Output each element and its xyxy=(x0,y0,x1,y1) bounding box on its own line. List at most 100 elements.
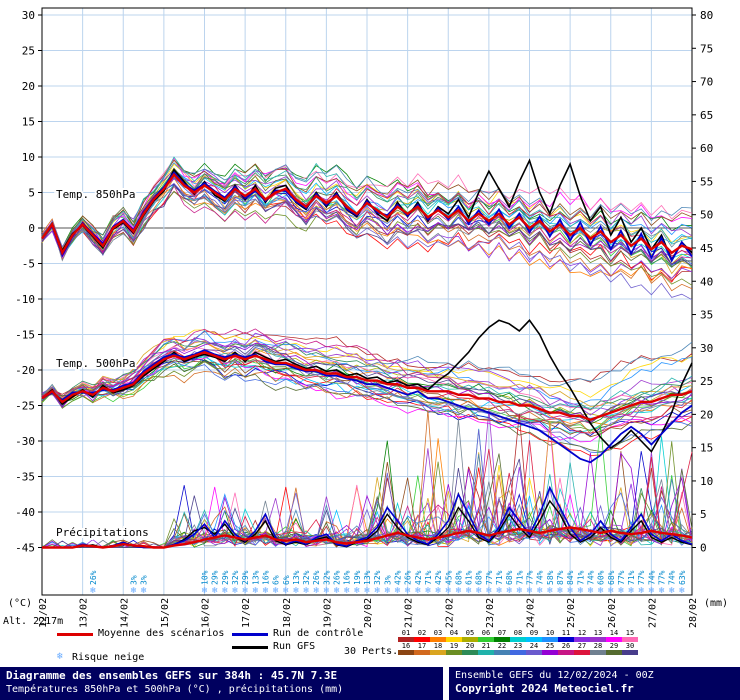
pert-color-swatch xyxy=(542,637,558,642)
pert-number: 09 xyxy=(529,629,539,637)
svg-text:13/02: 13/02 xyxy=(79,598,90,628)
copyright: Copyright 2024 Meteociel.fr xyxy=(455,682,634,695)
svg-text:❄: ❄ xyxy=(324,586,330,596)
svg-text:32%: 32% xyxy=(322,570,331,585)
pert-color-swatch xyxy=(446,637,462,642)
snow-risk-legend-label: Risque neige xyxy=(72,652,145,663)
pert-color-swatch xyxy=(526,650,542,655)
svg-text:35: 35 xyxy=(700,309,713,322)
svg-text:❄: ❄ xyxy=(273,586,279,596)
svg-text:19%: 19% xyxy=(353,570,362,585)
pert-color-swatch xyxy=(494,650,510,655)
legend-mean-swatch xyxy=(57,633,93,636)
date-labels: 12/02 13/02 14/02 15/02 16/02 17/02 18/02 19/02… xyxy=(38,598,699,628)
pert-number: 11 xyxy=(561,629,571,637)
run-info-bar: Ensemble GEFS du 12/02/2024 - 00Z Copyri… xyxy=(449,667,740,700)
pert-color-swatch xyxy=(430,637,446,642)
svg-text:10%: 10% xyxy=(201,570,210,585)
svg-text:❄: ❄ xyxy=(232,586,238,596)
svg-text:5: 5 xyxy=(28,187,35,200)
svg-text:84%: 84% xyxy=(566,570,575,585)
svg-text:3%: 3% xyxy=(383,575,392,585)
pert-color-swatch xyxy=(606,637,622,642)
pert-number: 03 xyxy=(433,629,443,637)
pert-number: 07 xyxy=(497,629,507,637)
svg-text:❄: ❄ xyxy=(588,586,594,596)
pert-number: 23 xyxy=(513,642,523,650)
svg-text:❄: ❄ xyxy=(374,586,380,596)
svg-text:15: 15 xyxy=(700,442,713,455)
svg-text:❄: ❄ xyxy=(435,586,441,596)
svg-text:10: 10 xyxy=(22,151,35,164)
svg-text:❄: ❄ xyxy=(354,586,360,596)
perturbations-legend: 01 02 03 04 05 06 07 08 09 10 11 12 13 14 15 16 17 18 19 20… xyxy=(398,629,640,655)
series-t500-control xyxy=(41,349,693,464)
svg-text:32%: 32% xyxy=(373,570,382,585)
svg-text:❄: ❄ xyxy=(598,586,604,596)
pert-number: 22 xyxy=(497,642,507,650)
svg-text:❄: ❄ xyxy=(456,586,462,596)
svg-text:Précipitations: Précipitations xyxy=(56,526,149,539)
series-t500-mean xyxy=(41,351,693,421)
svg-text:12/02: 12/02 xyxy=(38,598,49,628)
pert-color-swatch xyxy=(590,650,606,655)
svg-text:61%: 61% xyxy=(465,570,474,585)
pert-number: 18 xyxy=(433,642,443,650)
page-title: Diagramme des ensembles GEFS sur 384h : … xyxy=(6,669,338,682)
pert-color-swatch xyxy=(430,650,446,655)
ensemble-members-500 xyxy=(41,328,693,457)
svg-text:71%: 71% xyxy=(627,570,636,585)
svg-text:45%: 45% xyxy=(444,570,453,585)
svg-text:23/02: 23/02 xyxy=(485,598,496,628)
svg-text:❄: ❄ xyxy=(517,586,523,596)
svg-text:-5: -5 xyxy=(22,258,35,271)
pert-color-swatch xyxy=(622,637,638,642)
svg-text:❄: ❄ xyxy=(385,586,391,596)
ensemble-chart: 302520151050-5-10-15-20-25-30-35-40-4580… xyxy=(15,7,714,628)
pert-color-swatch xyxy=(494,637,510,642)
svg-text:74%: 74% xyxy=(647,570,656,585)
svg-text:71%: 71% xyxy=(576,570,585,585)
pert-number: 12 xyxy=(577,629,587,637)
pert-color-swatch xyxy=(558,637,574,642)
svg-text:32%: 32% xyxy=(302,570,311,585)
series-precip-mean xyxy=(42,526,693,549)
svg-text:42%: 42% xyxy=(434,570,443,585)
svg-text:21/02: 21/02 xyxy=(404,598,415,628)
pert-color-swatch xyxy=(510,637,526,642)
pert-color-swatch xyxy=(398,637,414,642)
svg-text:28/02: 28/02 xyxy=(688,598,699,628)
svg-text:77%: 77% xyxy=(526,570,535,585)
axis-labels: 302520151050-5-10-15-20-25-30-35-40-4580… xyxy=(15,9,713,555)
svg-text:16%: 16% xyxy=(261,570,270,585)
svg-text:❄: ❄ xyxy=(649,586,655,596)
svg-text:45: 45 xyxy=(700,242,713,255)
svg-text:42%: 42% xyxy=(414,570,423,585)
pert-color-swatch xyxy=(574,650,590,655)
svg-text:❄: ❄ xyxy=(537,586,543,596)
svg-text:5: 5 xyxy=(700,508,707,521)
svg-text:❄: ❄ xyxy=(496,586,502,596)
svg-text:❄: ❄ xyxy=(263,586,269,596)
svg-text:74%: 74% xyxy=(668,570,677,585)
title-bar: Diagramme des ensembles GEFS sur 384h : … xyxy=(0,667,443,700)
svg-text:77%: 77% xyxy=(637,570,646,585)
pert-color-swatch xyxy=(462,637,478,642)
svg-text:20/02: 20/02 xyxy=(363,598,374,628)
series-t500-gfs xyxy=(41,319,693,453)
svg-text:15: 15 xyxy=(22,116,35,129)
svg-text:❄: ❄ xyxy=(608,586,614,596)
pert-number: 02 xyxy=(417,629,427,637)
svg-text:71%: 71% xyxy=(515,570,524,585)
perts-count-label: 30 Perts. xyxy=(344,646,399,657)
svg-text:Temp. 850hPa: Temp. 850hPa xyxy=(56,188,135,201)
pert-number: 08 xyxy=(513,629,523,637)
svg-text:❄: ❄ xyxy=(659,586,665,596)
pert-color-swatch xyxy=(542,650,558,655)
svg-text:24/02: 24/02 xyxy=(526,598,537,628)
svg-text:63%: 63% xyxy=(678,570,687,585)
pert-number: 06 xyxy=(481,629,491,637)
svg-text:18/02: 18/02 xyxy=(282,598,293,628)
page-subtitle: Températures 850hPa et 500hPa (°C) , pré… xyxy=(6,684,344,695)
svg-text:❄: ❄ xyxy=(567,586,573,596)
